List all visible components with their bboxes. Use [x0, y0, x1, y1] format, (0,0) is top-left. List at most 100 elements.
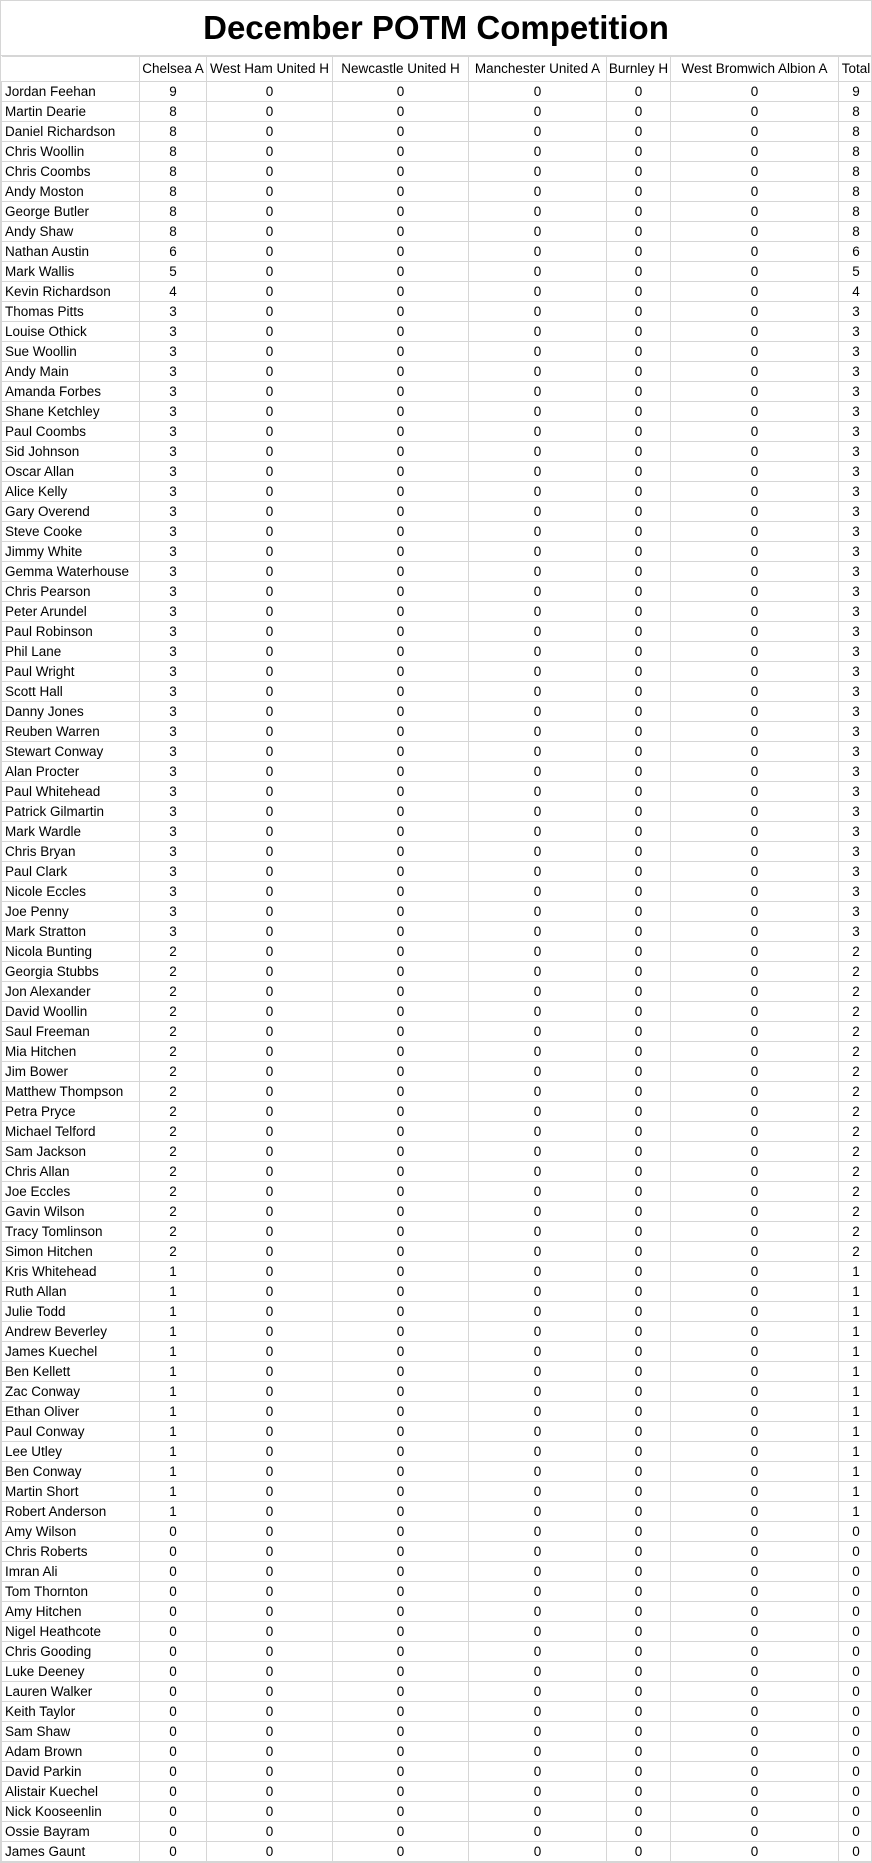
total-cell: 6 — [839, 242, 872, 262]
score-cell: 0 — [607, 1162, 671, 1182]
score-cell: 0 — [607, 542, 671, 562]
player-name-cell: Andy Shaw — [2, 222, 140, 242]
score-cell: 0 — [333, 1102, 469, 1122]
score-cell: 0 — [607, 782, 671, 802]
score-cell: 0 — [671, 322, 839, 342]
player-name-cell: Nick Kooseenlin — [2, 1802, 140, 1822]
score-cell: 0 — [207, 482, 333, 502]
score-cell: 0 — [671, 122, 839, 142]
score-cell: 0 — [333, 1662, 469, 1682]
score-cell: 8 — [140, 202, 207, 222]
score-cell: 0 — [671, 1122, 839, 1142]
score-cell: 0 — [469, 1402, 607, 1422]
score-cell: 0 — [207, 342, 333, 362]
score-cell: 2 — [140, 962, 207, 982]
score-cell: 3 — [140, 882, 207, 902]
score-cell: 2 — [140, 1002, 207, 1022]
score-cell: 0 — [469, 482, 607, 502]
score-cell: 2 — [140, 1142, 207, 1162]
player-name-cell: Paul Robinson — [2, 622, 140, 642]
score-cell: 0 — [333, 902, 469, 922]
player-name-cell: Paul Coombs — [2, 422, 140, 442]
score-cell: 0 — [140, 1782, 207, 1802]
score-cell: 0 — [140, 1622, 207, 1642]
player-name-cell: Stewart Conway — [2, 742, 140, 762]
score-cell: 0 — [207, 822, 333, 842]
score-cell: 0 — [671, 242, 839, 262]
score-cell: 0 — [469, 802, 607, 822]
score-cell: 0 — [671, 422, 839, 442]
score-cell: 3 — [140, 822, 207, 842]
total-cell: 2 — [839, 1122, 872, 1142]
score-cell: 0 — [207, 1842, 333, 1862]
score-cell: 0 — [671, 1842, 839, 1862]
score-cell: 0 — [207, 182, 333, 202]
score-cell: 3 — [140, 402, 207, 422]
score-cell: 0 — [607, 1322, 671, 1342]
score-cell: 2 — [140, 1042, 207, 1062]
player-name-cell: Paul Whitehead — [2, 782, 140, 802]
score-cell: 0 — [469, 902, 607, 922]
score-cell: 0 — [469, 602, 607, 622]
score-cell: 0 — [607, 202, 671, 222]
score-cell: 2 — [140, 1182, 207, 1202]
score-cell: 1 — [140, 1422, 207, 1442]
score-cell: 0 — [469, 1022, 607, 1042]
score-cell: 1 — [140, 1442, 207, 1462]
total-cell: 0 — [839, 1522, 872, 1542]
score-cell: 3 — [140, 482, 207, 502]
score-cell: 4 — [140, 282, 207, 302]
total-cell: 0 — [839, 1742, 872, 1762]
player-name-cell: Lauren Walker — [2, 1682, 140, 1702]
score-cell: 0 — [469, 142, 607, 162]
score-cell: 0 — [607, 1642, 671, 1662]
score-cell: 0 — [671, 1402, 839, 1422]
score-cell: 0 — [333, 162, 469, 182]
score-cell: 0 — [607, 1182, 671, 1202]
score-cell: 0 — [333, 1542, 469, 1562]
player-name-cell: Alice Kelly — [2, 482, 140, 502]
score-cell: 1 — [140, 1322, 207, 1342]
score-cell: 0 — [671, 82, 839, 102]
score-cell: 0 — [469, 402, 607, 422]
score-cell: 3 — [140, 682, 207, 702]
score-cell: 0 — [333, 1722, 469, 1742]
player-name-cell: Keith Taylor — [2, 1702, 140, 1722]
score-cell: 0 — [607, 382, 671, 402]
score-cell: 0 — [207, 1642, 333, 1662]
score-cell: 0 — [671, 742, 839, 762]
player-name-cell: Matthew Thompson — [2, 1082, 140, 1102]
score-cell: 0 — [469, 1262, 607, 1282]
score-cell: 0 — [469, 562, 607, 582]
score-cell: 0 — [469, 1702, 607, 1722]
player-name-cell: Andy Main — [2, 362, 140, 382]
score-cell: 0 — [469, 542, 607, 562]
score-cell: 0 — [207, 1122, 333, 1142]
score-cell: 0 — [607, 1262, 671, 1282]
score-cell: 0 — [333, 1342, 469, 1362]
score-cell: 0 — [207, 502, 333, 522]
score-cell: 0 — [207, 462, 333, 482]
score-cell: 0 — [140, 1742, 207, 1762]
score-cell: 0 — [607, 602, 671, 622]
score-cell: 0 — [607, 162, 671, 182]
score-cell: 0 — [607, 1042, 671, 1062]
total-cell: 3 — [839, 822, 872, 842]
score-cell: 0 — [671, 502, 839, 522]
score-cell: 0 — [207, 1562, 333, 1582]
score-cell: 0 — [671, 1282, 839, 1302]
player-name-cell: Chris Gooding — [2, 1642, 140, 1662]
score-cell: 0 — [469, 1082, 607, 1102]
score-cell: 0 — [333, 702, 469, 722]
player-name-cell: Saul Freeman — [2, 1022, 140, 1042]
